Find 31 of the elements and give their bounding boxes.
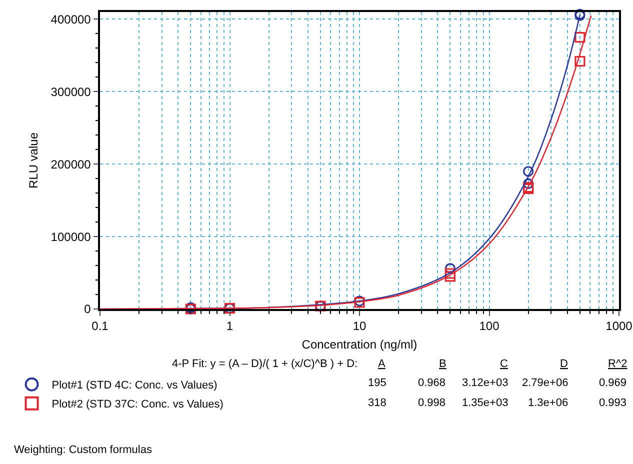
legend-label: Plot#2 (STD 37C: Conc. vs Values)	[52, 398, 224, 411]
text: 0.993	[599, 397, 627, 409]
text: 0.968	[418, 377, 446, 389]
text: D	[560, 358, 568, 370]
text: A	[378, 358, 386, 370]
text: 2.79e+06	[522, 377, 568, 389]
x-tick-label: 100	[479, 319, 500, 334]
text: 195	[368, 377, 386, 389]
text: 1.3e+06	[528, 397, 568, 409]
y-tick-label: 400000	[50, 12, 92, 26]
y-tick-label: 200000	[50, 157, 92, 172]
text: Weighting: Custom formulas	[14, 444, 152, 456]
y-tick-label: 300000	[50, 84, 92, 99]
legend-label: Plot#1 (STD 4C: Conc. vs Values)	[52, 380, 218, 392]
x-tick-label: 10	[352, 319, 366, 334]
y-axis-title: RLU value	[26, 132, 41, 189]
y-tick-label: 100000	[50, 230, 92, 244]
text: 1.35e+03	[462, 397, 508, 409]
x-tick-label: 1	[226, 319, 234, 334]
x-tick-label: 0.1	[92, 319, 109, 334]
text: 0.998	[418, 397, 446, 409]
text: 318	[368, 397, 386, 409]
text: 0.969	[599, 377, 627, 389]
x-tick-label: 1000	[606, 319, 633, 334]
text: C	[500, 358, 508, 370]
y-tick-label: 0	[84, 302, 92, 316]
text: 4-P Fit: y = (A – D)/( 1 + (x/C)^B ) + D:	[172, 358, 358, 370]
text: 3.12e+03	[462, 377, 508, 389]
text: B	[439, 358, 446, 370]
x-axis-title: Concentration (ng/ml)	[302, 338, 418, 352]
text: R^2	[608, 358, 628, 370]
